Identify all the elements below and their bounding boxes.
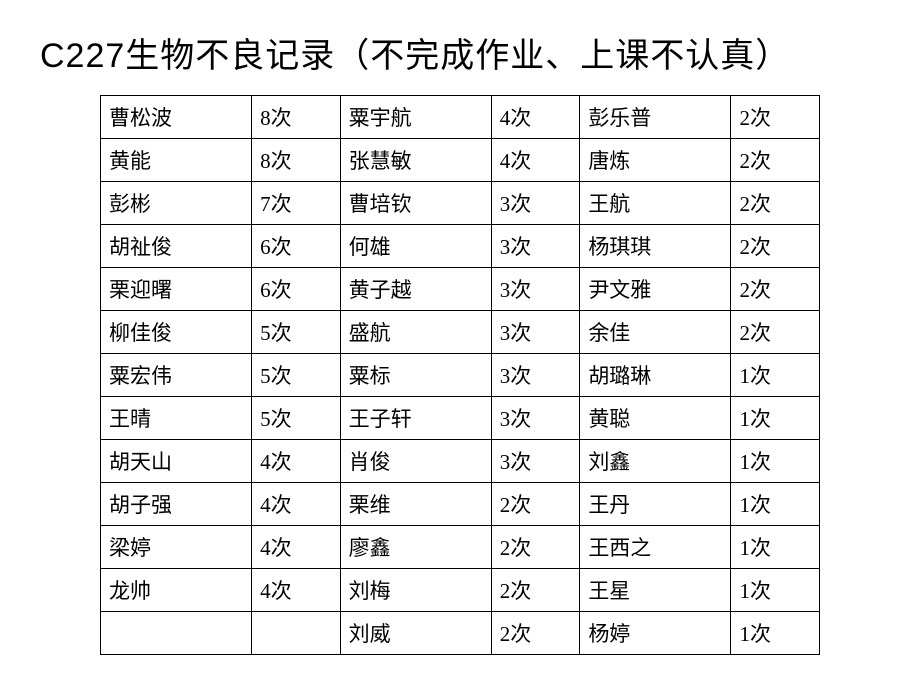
count-cell: 2次 (491, 612, 580, 655)
count-cell: 7次 (252, 182, 341, 225)
student-name-cell: 粟宏伟 (101, 354, 252, 397)
student-name-cell: 栗维 (340, 483, 491, 526)
count-cell: 3次 (491, 182, 580, 225)
count-cell: 2次 (491, 483, 580, 526)
count-cell: 6次 (252, 225, 341, 268)
count-cell: 4次 (252, 440, 341, 483)
count-cell: 1次 (731, 612, 820, 655)
count-cell (252, 612, 341, 655)
student-name-cell: 粟标 (340, 354, 491, 397)
table-container: 曹松波8次粟宇航4次彭乐普2次黄能8次张慧敏4次唐炼2次彭彬7次曹培钦3次王航2… (0, 95, 920, 655)
table-row: 刘威2次杨婷1次 (101, 612, 820, 655)
student-name-cell: 黄子越 (340, 268, 491, 311)
student-name-cell: 余佳 (580, 311, 731, 354)
count-cell: 8次 (252, 139, 341, 182)
count-cell: 4次 (491, 96, 580, 139)
student-name-cell: 何雄 (340, 225, 491, 268)
count-cell: 4次 (252, 483, 341, 526)
student-name-cell: 盛航 (340, 311, 491, 354)
table-row: 胡子强4次栗维2次王丹1次 (101, 483, 820, 526)
count-cell: 1次 (731, 569, 820, 612)
count-cell: 5次 (252, 311, 341, 354)
count-cell: 5次 (252, 397, 341, 440)
count-cell: 2次 (731, 182, 820, 225)
count-cell: 5次 (252, 354, 341, 397)
count-cell: 4次 (491, 139, 580, 182)
count-cell: 3次 (491, 268, 580, 311)
student-name-cell: 胡璐琳 (580, 354, 731, 397)
count-cell: 3次 (491, 440, 580, 483)
student-name-cell: 胡天山 (101, 440, 252, 483)
student-name-cell: 唐炼 (580, 139, 731, 182)
table-row: 栗迎曙6次黄子越3次尹文雅2次 (101, 268, 820, 311)
count-cell: 2次 (491, 569, 580, 612)
table-row: 王晴5次王子轩3次黄聪1次 (101, 397, 820, 440)
student-name-cell: 肖俊 (340, 440, 491, 483)
table-row: 胡天山4次肖俊3次刘鑫1次 (101, 440, 820, 483)
count-cell: 3次 (491, 311, 580, 354)
student-name-cell: 刘鑫 (580, 440, 731, 483)
student-name-cell: 胡祉俊 (101, 225, 252, 268)
count-cell: 3次 (491, 354, 580, 397)
count-cell: 2次 (731, 225, 820, 268)
record-table: 曹松波8次粟宇航4次彭乐普2次黄能8次张慧敏4次唐炼2次彭彬7次曹培钦3次王航2… (100, 95, 820, 655)
count-cell: 2次 (731, 96, 820, 139)
count-cell: 1次 (731, 440, 820, 483)
student-name-cell: 胡子强 (101, 483, 252, 526)
student-name-cell: 张慧敏 (340, 139, 491, 182)
student-name-cell: 刘威 (340, 612, 491, 655)
student-name-cell: 梁婷 (101, 526, 252, 569)
count-cell: 6次 (252, 268, 341, 311)
student-name-cell: 黄聪 (580, 397, 731, 440)
student-name-cell (101, 612, 252, 655)
student-name-cell: 王西之 (580, 526, 731, 569)
student-name-cell: 柳佳俊 (101, 311, 252, 354)
table-row: 彭彬7次曹培钦3次王航2次 (101, 182, 820, 225)
table-row: 龙帅4次刘梅2次王星1次 (101, 569, 820, 612)
count-cell: 1次 (731, 354, 820, 397)
count-cell: 4次 (252, 526, 341, 569)
student-name-cell: 廖鑫 (340, 526, 491, 569)
student-name-cell: 龙帅 (101, 569, 252, 612)
student-name-cell: 彭彬 (101, 182, 252, 225)
count-cell: 8次 (252, 96, 341, 139)
count-cell: 2次 (491, 526, 580, 569)
student-name-cell: 粟宇航 (340, 96, 491, 139)
student-name-cell: 彭乐普 (580, 96, 731, 139)
table-row: 胡祉俊6次何雄3次杨琪琪2次 (101, 225, 820, 268)
table-row: 粟宏伟5次粟标3次胡璐琳1次 (101, 354, 820, 397)
count-cell: 3次 (491, 225, 580, 268)
student-name-cell: 黄能 (101, 139, 252, 182)
count-cell: 1次 (731, 483, 820, 526)
table-row: 曹松波8次粟宇航4次彭乐普2次 (101, 96, 820, 139)
count-cell: 3次 (491, 397, 580, 440)
count-cell: 2次 (731, 139, 820, 182)
student-name-cell: 曹培钦 (340, 182, 491, 225)
student-name-cell: 杨婷 (580, 612, 731, 655)
student-name-cell: 曹松波 (101, 96, 252, 139)
student-name-cell: 王航 (580, 182, 731, 225)
student-name-cell: 尹文雅 (580, 268, 731, 311)
student-name-cell: 王星 (580, 569, 731, 612)
table-row: 黄能8次张慧敏4次唐炼2次 (101, 139, 820, 182)
page-title: C227生物不良记录（不完成作业、上课不认真） (0, 0, 920, 95)
student-name-cell: 王晴 (101, 397, 252, 440)
count-cell: 2次 (731, 268, 820, 311)
student-name-cell: 王子轩 (340, 397, 491, 440)
table-row: 柳佳俊5次盛航3次余佳2次 (101, 311, 820, 354)
student-name-cell: 王丹 (580, 483, 731, 526)
count-cell: 2次 (731, 311, 820, 354)
count-cell: 1次 (731, 526, 820, 569)
table-row: 梁婷4次廖鑫2次王西之1次 (101, 526, 820, 569)
student-name-cell: 栗迎曙 (101, 268, 252, 311)
count-cell: 1次 (731, 397, 820, 440)
count-cell: 4次 (252, 569, 341, 612)
student-name-cell: 刘梅 (340, 569, 491, 612)
student-name-cell: 杨琪琪 (580, 225, 731, 268)
